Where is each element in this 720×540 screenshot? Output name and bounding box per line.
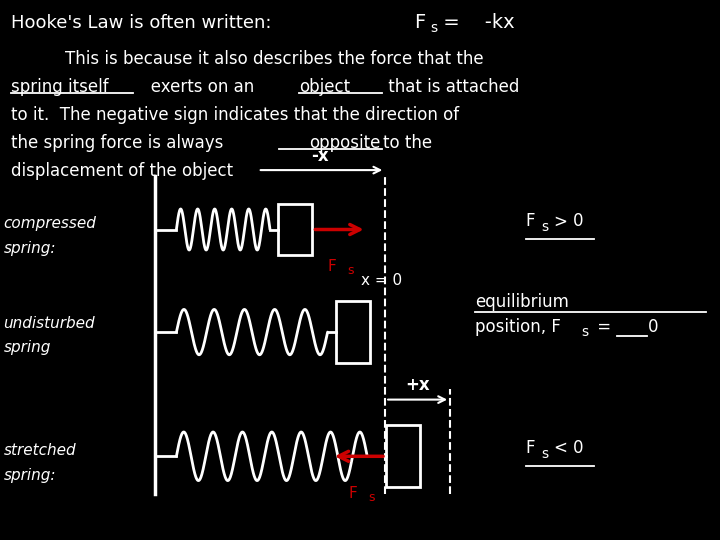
Text: s: s bbox=[348, 264, 354, 277]
Text: spring:: spring: bbox=[4, 468, 56, 483]
Text: stretched: stretched bbox=[4, 443, 76, 458]
Bar bbox=[386, 426, 420, 487]
Text: This is because it also describes the force that the: This is because it also describes the fo… bbox=[65, 50, 483, 68]
Text: 0: 0 bbox=[572, 439, 583, 457]
Text: =: = bbox=[592, 318, 611, 336]
Text: F: F bbox=[328, 259, 337, 274]
Text: s: s bbox=[369, 491, 375, 504]
Text: to the: to the bbox=[383, 134, 432, 152]
Text: s: s bbox=[541, 220, 549, 234]
Text: undisturbed: undisturbed bbox=[4, 316, 95, 331]
Text: F: F bbox=[348, 486, 358, 501]
Text: displacement of the object: displacement of the object bbox=[11, 162, 233, 180]
Bar bbox=[336, 301, 370, 363]
Text: F: F bbox=[526, 212, 535, 231]
Text: position, F: position, F bbox=[475, 318, 561, 336]
Text: compressed: compressed bbox=[4, 216, 96, 231]
Text: s: s bbox=[541, 447, 549, 461]
Text: -x: -x bbox=[312, 147, 329, 165]
Text: that is attached: that is attached bbox=[383, 78, 519, 96]
Text: equilibrium: equilibrium bbox=[475, 293, 569, 312]
Text: s: s bbox=[430, 21, 437, 35]
Text: +x: +x bbox=[405, 376, 430, 394]
Text: spring:: spring: bbox=[4, 241, 56, 256]
Text: <: < bbox=[553, 439, 567, 457]
Text: 0: 0 bbox=[648, 318, 659, 336]
Text: >: > bbox=[553, 212, 567, 231]
Text: s: s bbox=[582, 325, 589, 339]
Text: the spring force is always: the spring force is always bbox=[11, 134, 223, 152]
Text: F: F bbox=[414, 14, 426, 32]
Bar bbox=[278, 204, 312, 255]
Text: spring itself: spring itself bbox=[11, 78, 109, 96]
Text: object: object bbox=[299, 78, 350, 96]
Text: opposite: opposite bbox=[310, 134, 381, 152]
Text: to it.  The negative sign indicates that the direction of: to it. The negative sign indicates that … bbox=[11, 106, 459, 124]
Text: F: F bbox=[526, 439, 535, 457]
Text: Hooke's Law is often written:: Hooke's Law is often written: bbox=[11, 14, 271, 31]
Text: x = 0: x = 0 bbox=[361, 273, 402, 287]
Text: exerts on an: exerts on an bbox=[135, 78, 255, 96]
Text: 0: 0 bbox=[572, 212, 583, 231]
Text: spring: spring bbox=[4, 340, 51, 355]
Text: =    -kx: = -kx bbox=[437, 14, 515, 32]
